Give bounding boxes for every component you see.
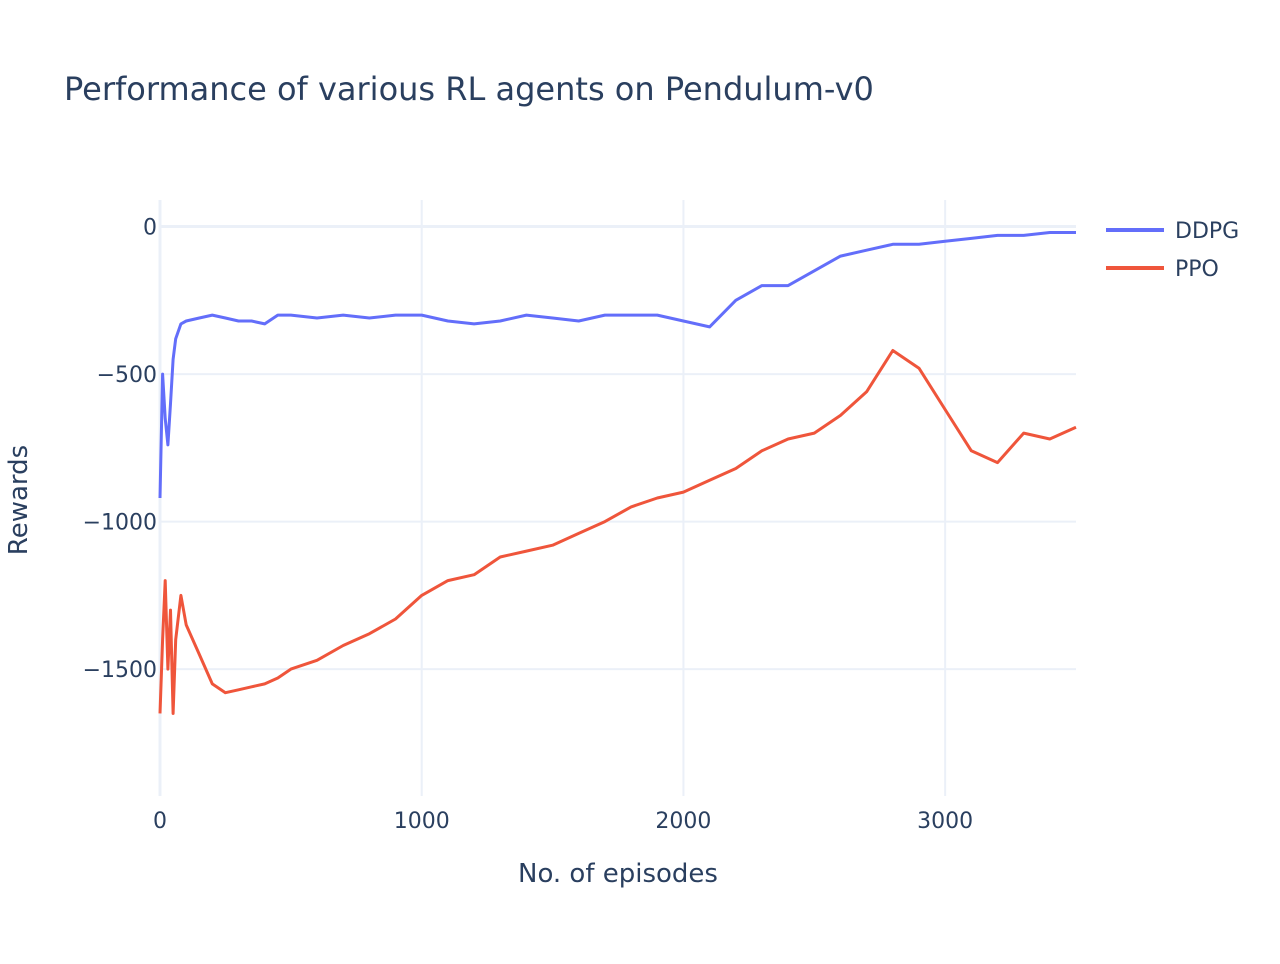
grid-lines (158, 200, 1076, 796)
legend[interactable]: DDPG PPO (1106, 219, 1239, 282)
x-tick-label: 1000 (394, 809, 450, 834)
x-tick-label: 2000 (655, 809, 711, 834)
series-group (158, 231, 1077, 715)
x-tick-label: 3000 (917, 809, 973, 834)
y-tick-label: 0 (143, 216, 157, 241)
x-axis-label: No. of episodes (518, 859, 718, 889)
chart-title: Performance of various RL agents on Pend… (64, 70, 874, 108)
y-axis-label: Rewards (4, 445, 34, 555)
legend-item-ddpg[interactable]: DDPG (1106, 219, 1239, 244)
legend-item-ppo[interactable]: PPO (1106, 257, 1219, 282)
legend-label: DDPG (1175, 219, 1239, 244)
series-line-ppo[interactable] (158, 349, 1077, 715)
y-tick-label: −1500 (83, 658, 157, 683)
y-tick-label: −1000 (83, 511, 157, 536)
y-tick-label: −500 (97, 363, 157, 388)
series-line-ddpg[interactable] (158, 231, 1076, 499)
x-tick-label: 0 (153, 809, 167, 834)
legend-label: PPO (1175, 257, 1219, 282)
tick-labels: 0 1000 2000 3000 0 −500 −1000 −1500 (83, 216, 974, 834)
